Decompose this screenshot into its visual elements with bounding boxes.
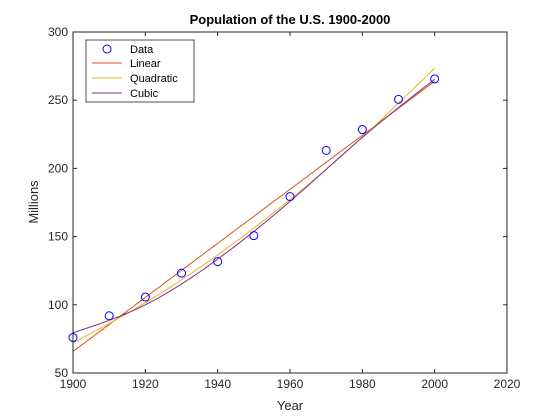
y-tick-label: 150: [48, 230, 68, 244]
y-axis-label: Millions: [26, 180, 41, 224]
data-point: [394, 94, 403, 104]
data-point: [104, 311, 114, 321]
y-tick-label: 200: [48, 161, 68, 175]
y-tick-label: 50: [55, 366, 69, 380]
data-point: [285, 192, 295, 202]
legend-label-quadratic: Quadratic: [130, 73, 178, 85]
x-tick-label: 2020: [494, 377, 521, 391]
data-point: [430, 74, 440, 84]
x-tick-label: 1960: [277, 377, 304, 391]
legend-box: [85, 39, 195, 103]
legend-data-marker: [102, 44, 112, 54]
ticks-layer: 1900 1920 1940 1960 1980 2000 2020 50 100 150 200 2…: [48, 25, 521, 391]
data-point: [140, 292, 150, 302]
data-point: [177, 268, 186, 278]
legend-label-linear: Linear: [130, 58, 161, 70]
x-tick-label: 1940: [204, 377, 231, 391]
fit-line-quadratic: [72, 67, 436, 344]
legend: Data Linear Quadratic Cubic: [85, 39, 195, 103]
x-axis-label: Year: [277, 398, 304, 413]
data-point: [321, 145, 331, 155]
legend-label-cubic: Cubic: [130, 88, 159, 100]
y-tick-label: 250: [48, 93, 68, 107]
chart-title: Population of the U.S. 1900-2000: [190, 12, 391, 27]
data-point: [249, 231, 259, 241]
plot-layer: [68, 67, 440, 352]
x-tick-label: 1900: [60, 377, 87, 391]
data-point: [213, 257, 223, 267]
data-point: [357, 125, 367, 135]
x-tick-label: 1980: [349, 377, 376, 391]
x-tick-label: 1920: [132, 377, 159, 391]
y-tick-label: 300: [48, 25, 68, 39]
y-tick-label: 100: [48, 298, 68, 312]
x-tick-label: 2000: [421, 377, 448, 391]
legend-label-data: Data: [130, 44, 154, 56]
